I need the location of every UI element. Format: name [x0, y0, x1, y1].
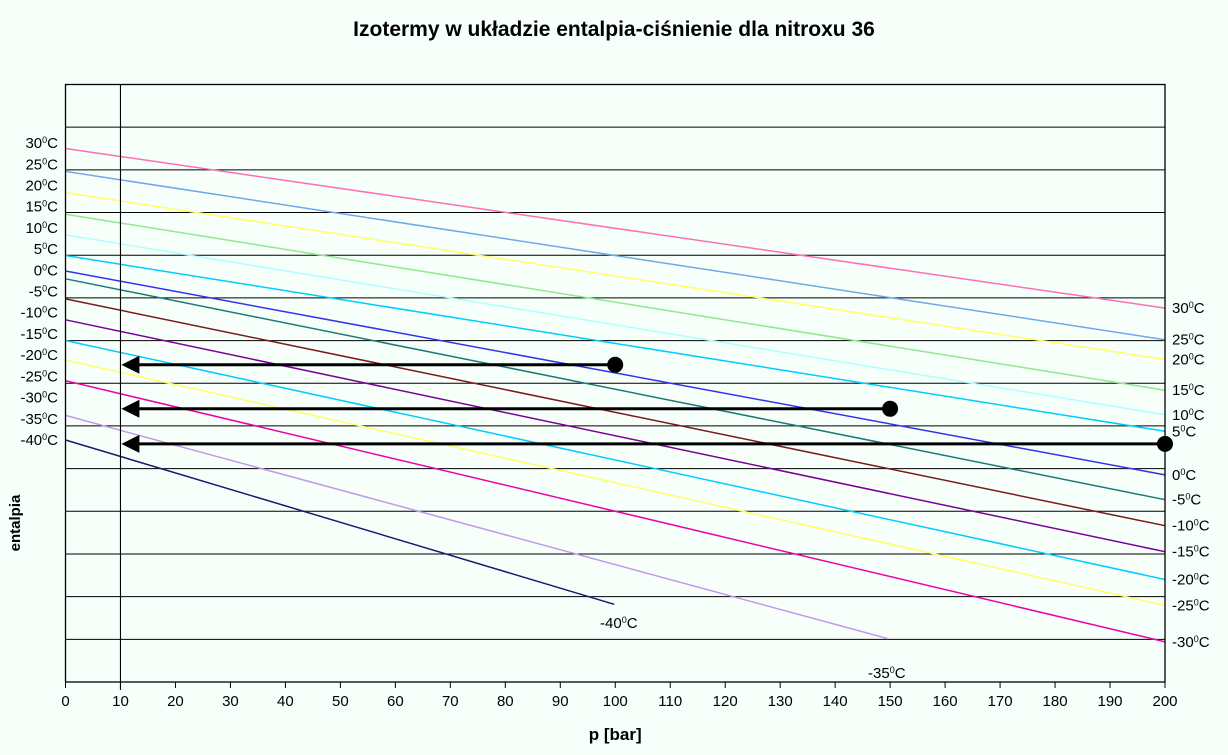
svg-text:110: 110 [658, 693, 682, 710]
svg-text:150: 150 [878, 693, 903, 710]
svg-text:-350C: -350C [868, 665, 906, 682]
svg-text:-250C: -250C [20, 368, 58, 385]
svg-text:-100C: -100C [20, 305, 58, 322]
svg-text:170: 170 [988, 693, 1013, 710]
svg-text:0: 0 [61, 693, 69, 710]
svg-text:30: 30 [222, 693, 239, 710]
svg-text:200: 200 [1152, 693, 1177, 710]
svg-text:90: 90 [552, 693, 569, 710]
svg-text:150C: 150C [1172, 382, 1205, 399]
svg-text:-50C: -50C [29, 284, 58, 301]
svg-text:200C: 200C [25, 177, 58, 194]
svg-text:20: 20 [167, 693, 184, 710]
svg-text:50C: 50C [1172, 423, 1196, 440]
svg-text:-350C: -350C [20, 411, 58, 428]
svg-text:p [bar]: p [bar] [589, 725, 642, 744]
svg-text:130: 130 [768, 693, 793, 710]
svg-text:80: 80 [497, 693, 514, 710]
svg-text:-300C: -300C [1172, 634, 1210, 651]
svg-text:entalpia: entalpia [7, 494, 24, 551]
svg-text:-300C: -300C [20, 390, 58, 407]
svg-text:50: 50 [332, 693, 349, 710]
svg-text:70: 70 [442, 693, 459, 710]
svg-text:100C: 100C [25, 220, 58, 237]
svg-text:60: 60 [387, 693, 404, 710]
svg-text:50C: 50C [34, 241, 58, 258]
svg-text:-250C: -250C [1172, 597, 1210, 614]
svg-text:-100C: -100C [1172, 518, 1210, 535]
svg-text:-150C: -150C [20, 326, 58, 343]
svg-text:120: 120 [713, 693, 738, 710]
svg-text:-200C: -200C [20, 347, 58, 364]
svg-text:300C: 300C [25, 135, 58, 152]
svg-text:-150C: -150C [1172, 544, 1210, 561]
svg-text:-400C: -400C [20, 432, 58, 449]
svg-text:160: 160 [933, 693, 958, 710]
svg-text:40: 40 [277, 693, 294, 710]
svg-text:-200C: -200C [1172, 572, 1210, 589]
svg-text:00C: 00C [1172, 467, 1196, 484]
svg-text:00C: 00C [34, 262, 58, 279]
svg-text:-50C: -50C [1172, 492, 1201, 509]
svg-text:200C: 200C [1172, 351, 1205, 368]
svg-text:180: 180 [1043, 693, 1068, 710]
svg-text:-400C: -400C [600, 615, 638, 632]
svg-text:100C: 100C [1172, 407, 1205, 424]
svg-text:300C: 300C [1172, 300, 1205, 317]
svg-text:140: 140 [823, 693, 848, 710]
svg-text:100: 100 [603, 693, 628, 710]
svg-text:250C: 250C [1172, 332, 1205, 349]
svg-text:250C: 250C [25, 156, 58, 173]
svg-text:190: 190 [1098, 693, 1123, 710]
svg-text:150C: 150C [25, 199, 58, 216]
svg-text:10: 10 [112, 693, 129, 710]
